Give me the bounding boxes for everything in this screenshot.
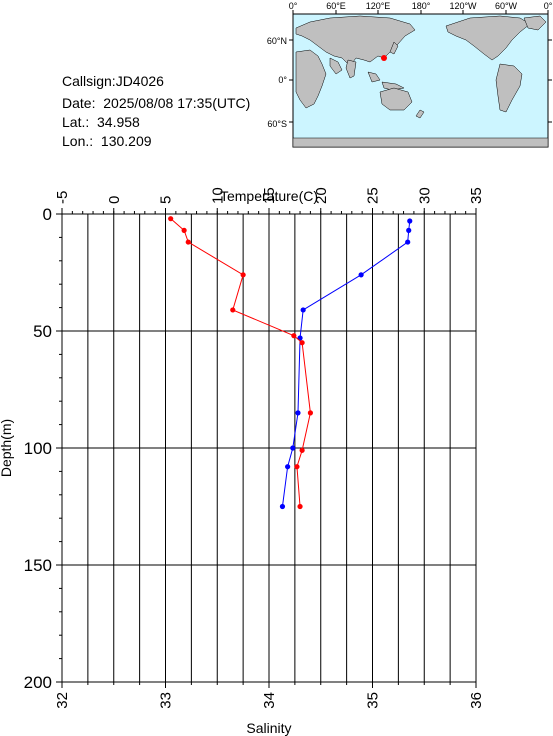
temperature-data-point [405,239,411,245]
temperature-tick-label: 0 [106,196,123,204]
latitude-label: Lat.: 34.958 [62,114,140,130]
salinity-tick-label: 32 [54,692,71,709]
temperature-data-point [285,464,291,470]
salinity-tick-label: 36 [468,692,485,709]
map-lon-label: 180° [412,1,431,11]
temperature-tick-label: 5 [158,196,175,204]
temperature-tick-label: 15 [261,187,278,204]
callsign-label: Callsign:JD4026 [62,73,164,89]
salinity-data-point [168,216,174,222]
map-lon-label: 120°E [366,1,391,11]
temperature-tick-label: 35 [468,187,485,204]
chart-grid [62,214,476,682]
salinity-ticks: 32 33 34 35 36 [54,682,485,709]
temperature-tick-label: -5 [54,191,71,204]
temperature-data-point [358,272,364,278]
map-ticks [289,10,552,123]
longitude-label: Lon.: 130.209 [62,133,152,149]
temperature-data-point [406,227,412,233]
temperature-tick-label: 10 [209,187,226,204]
temperature-axis-title: Temperature(C) [220,188,318,204]
temperature-profile-line [281,220,411,507]
depth-tick-label: 50 [33,322,52,341]
salinity-data-point [307,410,313,416]
salinity-tick-label: 35 [365,692,382,709]
map-land [292,15,549,148]
map-lon-label: 60°E [326,1,346,11]
salinity-axis-title: Salinity [246,720,291,736]
depth-tick-label: 150 [24,556,52,575]
temperature-data-point [295,410,301,416]
date-label: Date: 2025/08/08 17:35(UTC) [62,95,251,111]
salinity-data-point [230,307,236,313]
depth-axis-title: Depth(m) [0,419,14,477]
map-lat-label: 0° [278,75,287,85]
map-lon-label: 60°W [495,1,518,11]
salinity-data-point [240,272,246,278]
salinity-data-point [291,333,297,339]
depth-tick-label: 200 [24,673,52,692]
temperature-tick-label: 20 [313,187,330,204]
temperature-data-point [300,307,306,313]
temperature-tick-label: 25 [365,187,382,204]
map-lon-label: 0° [289,1,298,11]
salinity-data-point [297,503,303,510]
salinity-data-point [181,227,187,233]
depth-tick-label: 0 [43,205,52,224]
map-lat-label: 60°N [267,36,287,46]
temperature-data-point [279,503,286,510]
map-lat-label: 60°S [267,119,287,129]
salinity-data-point [185,239,191,245]
salinity-data-point [299,340,305,346]
salinity-tick-label: 33 [158,692,175,709]
salinity-data-point [299,447,305,453]
temperature-tick-label: 30 [416,187,433,204]
salinity-tick-label: 34 [261,692,278,709]
depth-tick-label: 100 [24,439,52,458]
temperature-data-point [407,218,413,224]
map-lon-label: 120°W [449,1,477,11]
salinity-data-point [294,464,300,470]
temperature-data-point [290,445,296,451]
map-lon-label: 0° [544,1,553,11]
temperature-ticks: -5 0 5 10 15 20 25 30 35 [54,187,485,214]
depth-ticks: 0 50 100 150 200 [24,205,62,692]
station-marker [381,55,387,61]
chart-series [168,216,413,510]
